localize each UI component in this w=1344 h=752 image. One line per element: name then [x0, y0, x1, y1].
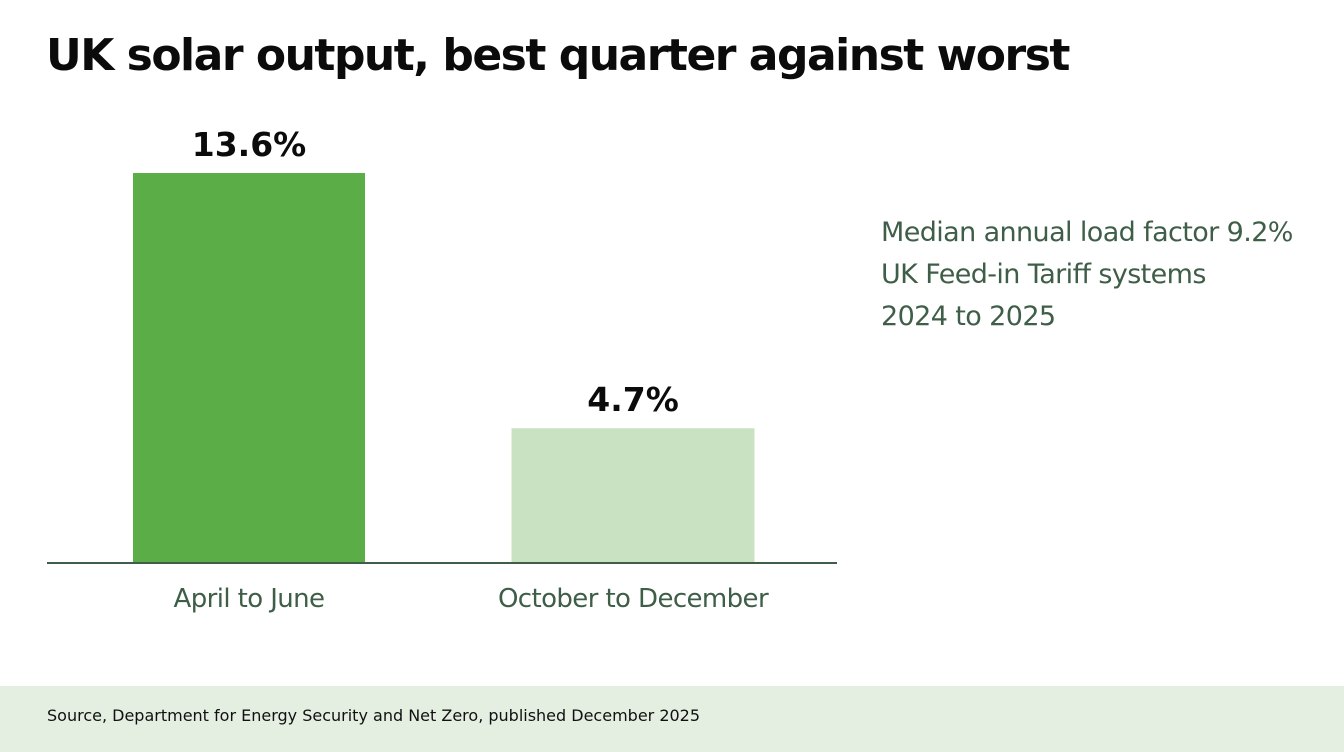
category-label-1: April to June: [174, 584, 325, 614]
value-label-1: 13.6%: [192, 125, 307, 164]
side-note: Median annual load factor 9.2% UK Feed-i…: [881, 212, 1321, 338]
note-median-load-factor: Median annual load factor 9.2%: [881, 217, 1293, 248]
category-label-2: October to December: [498, 584, 769, 614]
note-period: 2024 to 2025: [881, 301, 1056, 332]
chart-title: UK solar output, best quarter against wo…: [46, 30, 1070, 81]
value-label-2: 4.7%: [587, 380, 679, 419]
note-system-type: UK Feed-in Tariff systems: [881, 259, 1206, 290]
bar-2: [511, 428, 755, 563]
source-credit: Source, Department for Energy Security a…: [47, 706, 701, 725]
bar-chart: 13.6% April to June 4.7% October to Decembe…: [47, 125, 837, 614]
bar-1: [133, 173, 365, 563]
source-band: Source, Department for Energy Security a…: [0, 686, 1344, 752]
